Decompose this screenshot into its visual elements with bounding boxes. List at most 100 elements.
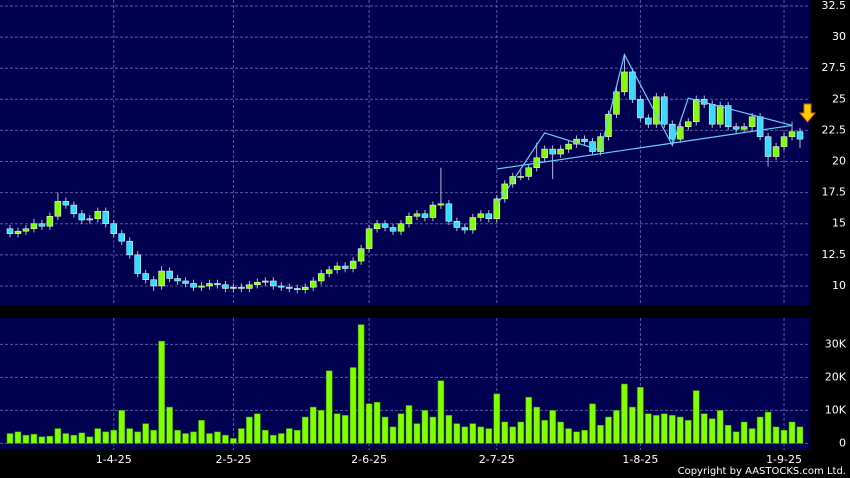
candle-body xyxy=(302,286,309,290)
volume-bar xyxy=(740,421,748,444)
volume-bar xyxy=(6,433,14,444)
x-tick-label: 2-5-25 xyxy=(215,453,251,466)
candle-body xyxy=(22,228,30,232)
volume-bar xyxy=(158,340,165,444)
candle-body xyxy=(246,284,253,289)
candle-body xyxy=(605,113,612,137)
volume-bar xyxy=(693,390,700,444)
candle-body xyxy=(429,204,437,218)
candle-body xyxy=(14,230,22,234)
volume-bar xyxy=(254,413,261,444)
candle-body xyxy=(254,281,261,285)
candle-body xyxy=(413,213,421,217)
y-tick-label: 22.5 xyxy=(822,123,847,136)
volume-bar xyxy=(525,396,532,444)
volume-bar xyxy=(469,423,477,444)
candle-body xyxy=(142,273,149,280)
volume-bar xyxy=(222,434,229,444)
candle-body xyxy=(118,233,125,242)
volume-bar xyxy=(118,410,125,444)
volume-bar xyxy=(796,426,804,444)
candle-body xyxy=(6,228,14,234)
x-tick-label: 1-4-25 xyxy=(96,453,132,466)
candle-body xyxy=(110,223,117,234)
volume-bar xyxy=(716,410,724,444)
price-panel xyxy=(0,0,810,305)
candle-body xyxy=(461,227,469,231)
volume-bar xyxy=(389,426,397,444)
candle-body xyxy=(557,148,564,155)
candle-body xyxy=(637,99,644,119)
volume-bar xyxy=(302,416,309,444)
volume-bar xyxy=(110,429,117,444)
volume-bar xyxy=(573,431,580,444)
volume-bar xyxy=(38,436,46,444)
volume-bar xyxy=(413,423,421,444)
candle-body xyxy=(206,283,213,287)
volume-bar xyxy=(517,421,524,444)
volume-bar xyxy=(142,423,149,444)
candle-body xyxy=(693,99,700,122)
volume-bar xyxy=(270,434,277,444)
y-tick-label: 12.5 xyxy=(822,248,847,261)
volume-bar xyxy=(150,429,157,444)
y-tick-label: 30 xyxy=(832,30,846,43)
volume-bar xyxy=(764,411,772,444)
volume-bar xyxy=(605,416,612,444)
candle-body xyxy=(724,105,732,127)
volume-bar xyxy=(365,403,373,444)
volume-bar xyxy=(669,415,676,444)
candle-body xyxy=(453,221,461,228)
candle-body xyxy=(357,248,365,262)
volume-bar xyxy=(708,418,716,444)
candle-body xyxy=(262,280,269,283)
volume-bar xyxy=(166,406,173,444)
candle-body xyxy=(158,270,165,287)
volume-bar xyxy=(134,431,141,444)
y-tick-label: 32.5 xyxy=(822,0,847,12)
candle-body xyxy=(38,223,46,227)
x-tick-label: 1-9-25 xyxy=(766,453,802,466)
volume-bar xyxy=(445,415,453,444)
candle-body xyxy=(613,91,620,115)
candle-body xyxy=(294,288,301,290)
volume-bar xyxy=(461,426,469,444)
candle-body xyxy=(445,203,453,222)
volume-bar xyxy=(198,420,205,444)
volume-bar xyxy=(206,433,213,444)
candle-body xyxy=(629,71,636,100)
volume-bar xyxy=(325,370,333,444)
candle-body xyxy=(166,270,173,279)
volume-bar xyxy=(349,367,357,444)
y2-tick-label: 20K xyxy=(825,370,847,383)
volume-bar xyxy=(581,429,588,444)
volume-bar xyxy=(381,416,389,444)
candle-body xyxy=(46,216,54,227)
candle-body xyxy=(54,201,62,217)
candle-body xyxy=(788,131,796,137)
volume-bar xyxy=(453,423,461,444)
volume-bar xyxy=(780,429,788,444)
volume-bar xyxy=(477,426,485,444)
volume-bar xyxy=(182,433,189,444)
candle-body xyxy=(30,223,38,229)
candle-body xyxy=(772,146,780,157)
volume-bar xyxy=(86,436,94,444)
candle-body xyxy=(581,138,588,142)
volume-bar xyxy=(246,416,253,444)
y2-tick-label: 30K xyxy=(825,337,847,350)
candle-body xyxy=(222,284,229,289)
candle-body xyxy=(597,136,604,152)
volume-bar xyxy=(30,433,38,444)
candle-body xyxy=(732,126,740,130)
volume-bar xyxy=(565,428,572,444)
volume-bar xyxy=(46,435,54,444)
volume-bar xyxy=(214,431,221,444)
candle-body xyxy=(150,279,157,287)
candle-body xyxy=(541,148,548,159)
volume-bar xyxy=(685,420,692,444)
volume-bar xyxy=(645,413,652,444)
volume-bar xyxy=(126,428,133,444)
volume-bar xyxy=(501,421,508,444)
